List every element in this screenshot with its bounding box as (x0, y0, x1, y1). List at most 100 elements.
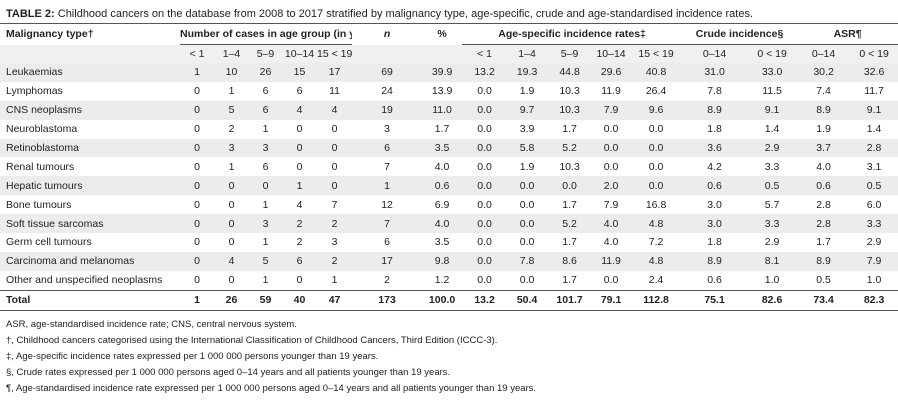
subheader: 10–14 (592, 44, 631, 63)
header: ASR¶ (797, 23, 898, 45)
cell: 7.2 (648, 236, 664, 249)
cell: 2.0 (592, 176, 631, 196)
cell: 0 (214, 176, 249, 196)
cell: 0.0 (477, 236, 492, 249)
cell: 1.8 (707, 236, 722, 249)
cell: 10.3 (559, 85, 580, 98)
cell: 7 (331, 198, 338, 211)
cell: 7.9 (592, 100, 631, 120)
cell: 3 (249, 214, 282, 234)
row-label: Lymphomas (6, 85, 63, 98)
cell: 75.1 (682, 289, 748, 311)
cell: 4.0 (422, 214, 463, 234)
table-row: Bone tumours 0 0 1 4 7 12 6.9 0.0 0.0 1.7 7.9 16.8 3.… (0, 195, 898, 214)
cell: 0 (331, 123, 338, 136)
cell: 32.6 (850, 63, 898, 82)
cell: 0.0 (462, 251, 508, 271)
cell: 1.9 (816, 123, 831, 136)
cell: 69 (352, 63, 423, 82)
cell: 101.7 (547, 289, 593, 311)
cell: 19 (352, 100, 423, 120)
subheader: 10–14 (282, 44, 317, 63)
footnote: ¶, Age-standardised incidence rate expre… (6, 382, 537, 394)
cell: 0.6 (707, 274, 722, 287)
subheader-row: < 1 1–4 5–9 10–14 15 < 19 < 1 1–4 5–9 10–14 15 < … (0, 44, 898, 63)
cell: 1 (228, 85, 235, 98)
cell: 0.0 (603, 160, 619, 173)
cell: 4.0 (434, 160, 450, 173)
row-label: Carcinoma and melanomas (0, 251, 180, 271)
cell: 17 (317, 63, 353, 82)
cell: 0 (282, 138, 317, 158)
table-body: Leukaemias 1 10 26 15 17 69 39.9 13.2 19.3 44.8 29.… (0, 63, 898, 311)
footnote: ‡, Age-specific incidence rates expresse… (6, 350, 379, 362)
cell: 3 (331, 236, 338, 249)
cell: 6 (296, 85, 303, 98)
cell: 59 (249, 289, 282, 311)
cell: 0 (214, 214, 249, 234)
cell: 1.8 (707, 123, 722, 136)
cell: 4.0 (592, 214, 631, 234)
cell: 1.7 (562, 236, 577, 249)
table-row: Hepatic tumours 0 0 0 1 0 1 0.6 0.0 0.0 0.0 2.0 0.0 0… (0, 176, 898, 196)
row-label: Neuroblastoma (6, 123, 78, 136)
blank (422, 44, 463, 63)
title-label: TABLE 2: (6, 8, 55, 20)
cell: 50.4 (507, 289, 548, 311)
cell: 7 (384, 160, 390, 173)
cell: 5 (249, 251, 282, 271)
cell: 11 (329, 85, 340, 98)
cell: 1 (262, 198, 269, 211)
cell: 29.6 (592, 63, 631, 82)
cell: 3.5 (434, 236, 450, 249)
cell: 173 (352, 289, 423, 311)
cell: 2 (384, 274, 390, 287)
table-title: TABLE 2: Childhood cancers on the databa… (0, 0, 898, 23)
table-row: Carcinoma and melanomas 0 4 5 6 2 17 9.8 0.0 7.8 8… (0, 251, 898, 271)
cell: 0.0 (603, 274, 619, 287)
subheader: 1–4 (507, 44, 548, 63)
cell: 0 (317, 176, 353, 196)
cell: 0.0 (547, 176, 593, 196)
cell: 0 (180, 251, 214, 271)
cell: 1 (228, 160, 235, 173)
header: Malignancy type† (0, 23, 180, 45)
cell: 6 (262, 85, 269, 98)
subheader: 15 < 19 (317, 44, 353, 63)
subheader: < 1 (180, 44, 214, 63)
cell: 4.0 (603, 236, 619, 249)
cell: 0 (228, 236, 235, 249)
cell: 0 (194, 123, 200, 136)
row-label: Other and unspecified neoplasms (6, 274, 163, 287)
cell: 0.0 (477, 274, 492, 287)
cell: 0.0 (603, 123, 619, 136)
cell: 15 (282, 63, 317, 82)
cell: 26 (249, 63, 282, 82)
cell: 4.0 (816, 160, 831, 173)
cell: 4.2 (707, 160, 722, 173)
cell: 8.6 (547, 251, 593, 271)
header: n (352, 23, 423, 45)
cell: 2 (317, 251, 353, 271)
footnote: †, Childhood cancers categorised using t… (6, 334, 498, 346)
cell: 3.0 (707, 198, 722, 211)
table-row: Lymphomas 0 1 6 6 11 24 13.9 0.0 1.9 10.3 11.9 26.4 7… (0, 82, 898, 101)
cell: 2 (282, 214, 317, 234)
cell: 3.0 (682, 214, 748, 234)
cell: 0 (228, 198, 235, 211)
row-label: CNS neoplasms (0, 100, 180, 120)
cell: 31.0 (682, 63, 748, 82)
cell: 10 (214, 63, 249, 82)
cell: 0 (317, 138, 353, 158)
cell: 5 (214, 100, 249, 120)
cell: 33.0 (747, 63, 798, 82)
cell: 7.9 (850, 251, 898, 271)
cell: 40 (282, 289, 317, 311)
footnote: §, Crude rates expressed per 1 000 000 p… (6, 366, 451, 378)
cell: 1 (331, 274, 338, 287)
cell: 4 (317, 100, 353, 120)
cell: 13.2 (462, 289, 508, 311)
cell: 5.8 (507, 138, 548, 158)
cell: 26.4 (645, 85, 667, 98)
